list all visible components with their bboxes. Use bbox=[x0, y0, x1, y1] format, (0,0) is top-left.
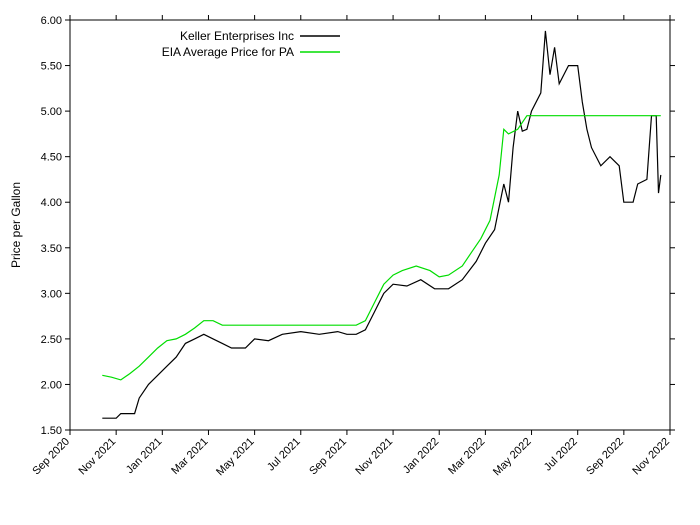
y-tick-label: 2.50 bbox=[41, 334, 62, 346]
legend-label: EIA Average Price for PA bbox=[162, 45, 294, 59]
y-tick-label: 5.50 bbox=[41, 61, 62, 73]
y-tick-label: 5.00 bbox=[41, 106, 62, 118]
y-tick-label: 3.50 bbox=[41, 243, 62, 255]
y-tick-label: 1.50 bbox=[41, 425, 62, 437]
y-tick-label: 2.00 bbox=[41, 379, 62, 391]
legend-label: Keller Enterprises Inc bbox=[180, 29, 294, 43]
price-chart: 1.50 2.00 2.50 3.00 3.50 4.00 4.50 5.00 5.50 6.00… bbox=[0, 0, 700, 525]
y-axis-label: Price per Gallon bbox=[9, 182, 23, 268]
y-tick-label: 4.50 bbox=[41, 152, 62, 164]
y-tick-label: 6.00 bbox=[41, 15, 62, 27]
y-tick-label: 4.00 bbox=[41, 197, 62, 209]
y-tick-label: 3.00 bbox=[41, 288, 62, 300]
